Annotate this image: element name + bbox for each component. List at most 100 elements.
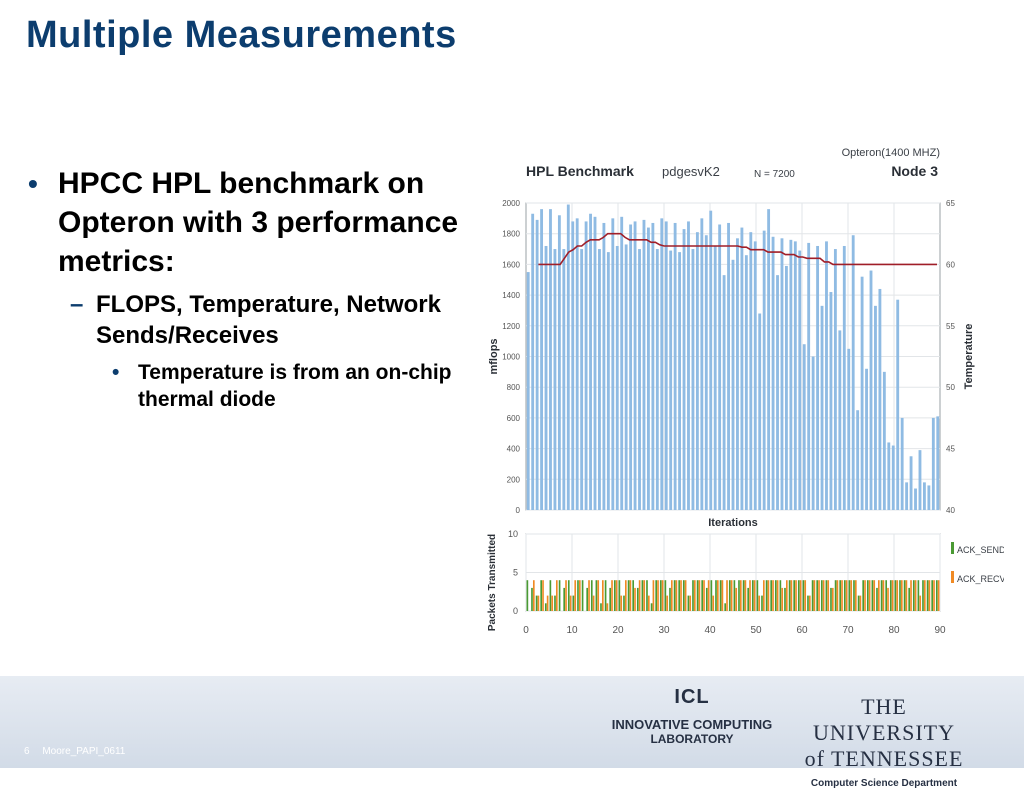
ack-recv-bar: [611, 580, 613, 611]
chart-ylabel-right: Temperature: [963, 324, 975, 390]
main-ytick-right-label: 55: [946, 322, 955, 331]
ack-send-bar: [715, 580, 717, 611]
ack-send-bar: [655, 580, 658, 611]
packets-xtick-label: 90: [934, 625, 946, 636]
mflops-bar: [767, 209, 771, 510]
mflops-bar: [718, 224, 722, 510]
ack-send-bar: [567, 580, 570, 611]
icl-abbr: ICL: [674, 686, 710, 708]
ack-send-bar: [871, 580, 874, 611]
ack-send-bar: [673, 580, 676, 611]
mflops-bar: [784, 265, 788, 510]
chart-xlabel: Iterations: [708, 517, 758, 529]
footer: 6 Moore_PAPI_0611: [24, 746, 135, 757]
ack-send-bar: [751, 580, 754, 611]
ack-send-bar: [554, 595, 556, 611]
ack-send-bar: [728, 580, 731, 611]
hpl-figure: 0 200 400 600 800 1000 1200 1400 1600 1800 2000 40 4…: [478, 140, 1006, 650]
ack-recv-bar: [799, 580, 802, 611]
ack-send-bar: [701, 580, 704, 611]
main-ytick-label: 1800: [502, 230, 520, 239]
ack-recv-bar: [882, 580, 885, 611]
mflops-bar: [651, 222, 655, 510]
ack-recv-bar: [827, 580, 830, 611]
bullet-list: HPCC HPL benchmark on Opteron with 3 per…: [26, 164, 476, 413]
mflops-bar: [905, 482, 909, 510]
legend-label-ack-recv: ACK_RECV: [957, 574, 1004, 584]
mflops-bar: [660, 218, 664, 510]
legend-swatch-ack-recv: [951, 571, 954, 583]
ack-recv-bar: [887, 587, 889, 611]
mflops-bar: [535, 219, 539, 510]
mflops-bar: [856, 410, 860, 510]
ack-recv-bar: [537, 595, 540, 611]
mflops-bar: [642, 219, 646, 510]
packets-xtick-label: 70: [842, 625, 854, 636]
ack-send-bar: [646, 580, 648, 611]
mflops-bar: [633, 221, 637, 511]
ack-send-bar: [880, 580, 883, 611]
ack-send-bar: [931, 580, 934, 611]
mflops-bar: [798, 250, 802, 510]
ack-send-bar: [558, 580, 561, 611]
mflops-bar: [611, 218, 615, 510]
ack-recv-bar: [781, 587, 784, 611]
chart-title: HPL Benchmark: [526, 163, 634, 179]
ack-recv-bar: [910, 580, 912, 611]
mflops-bar: [829, 292, 833, 510]
main-ytick-label: 600: [507, 414, 521, 423]
ack-send-bar: [866, 580, 869, 611]
ack-recv-bar: [822, 580, 825, 611]
mflops-bar: [851, 235, 855, 511]
ack-send-bar: [705, 587, 708, 611]
mflops-bar: [869, 270, 873, 510]
ack-send-bar: [531, 587, 533, 611]
slide-title: Multiple Measurements: [26, 14, 457, 56]
ack-send-bar: [793, 580, 796, 611]
mflops-bar: [762, 230, 766, 510]
packets-xtick-label: 20: [612, 625, 624, 636]
temperature-line: [538, 232, 937, 266]
ack-send-bar: [636, 587, 639, 611]
ack-send-bar: [687, 595, 690, 611]
mflops-bar: [825, 241, 828, 510]
ack-recv-bar: [850, 580, 853, 611]
icl-logo: ICL INNOVATIVE COMPUTING LABORATORY: [606, 686, 778, 760]
mflops-bar: [557, 215, 561, 510]
ack-send-bar: [816, 580, 819, 611]
ack-send-bar: [710, 580, 713, 611]
ack-send-bar: [590, 580, 593, 611]
mflops-bar: [816, 245, 820, 510]
ack-recv-bar: [905, 580, 908, 611]
page-number: 6: [24, 746, 30, 757]
ack-recv-bar: [772, 580, 774, 611]
ack-recv-bar: [565, 580, 567, 611]
packets-xtick-label: 50: [750, 625, 762, 636]
ack-recv-bar: [624, 580, 627, 611]
mflops-bar: [771, 236, 775, 510]
ack-send-bar: [678, 580, 681, 611]
ack-send-bar: [641, 580, 644, 611]
ack-send-bar: [632, 580, 635, 611]
mflops-bar: [620, 216, 624, 510]
ack-recv-bar: [900, 580, 903, 611]
mflops-bar: [753, 241, 757, 510]
ack-send-bar: [935, 580, 938, 611]
ack-send-bar: [563, 587, 566, 611]
ack-send-bar: [544, 603, 547, 611]
ack-send-bar: [623, 595, 625, 611]
ack-recv-bar: [684, 580, 687, 611]
main-ytick-label: 1200: [502, 322, 520, 331]
ack-recv-bar: [864, 580, 866, 611]
mflops-bar: [833, 249, 837, 511]
ack-send-bar: [650, 603, 653, 611]
ack-send-bar: [765, 580, 768, 611]
ut-name: THE UNIVERSITY of TENNESSEE: [804, 694, 964, 771]
ack-send-bar: [807, 595, 809, 611]
ack-send-bar: [581, 580, 584, 611]
ack-send-bar: [894, 580, 897, 611]
packets-ytick-label: 10: [508, 529, 518, 539]
mflops-bar: [678, 252, 682, 510]
mflops-bar: [580, 249, 584, 511]
ack-send-bar: [613, 580, 616, 611]
